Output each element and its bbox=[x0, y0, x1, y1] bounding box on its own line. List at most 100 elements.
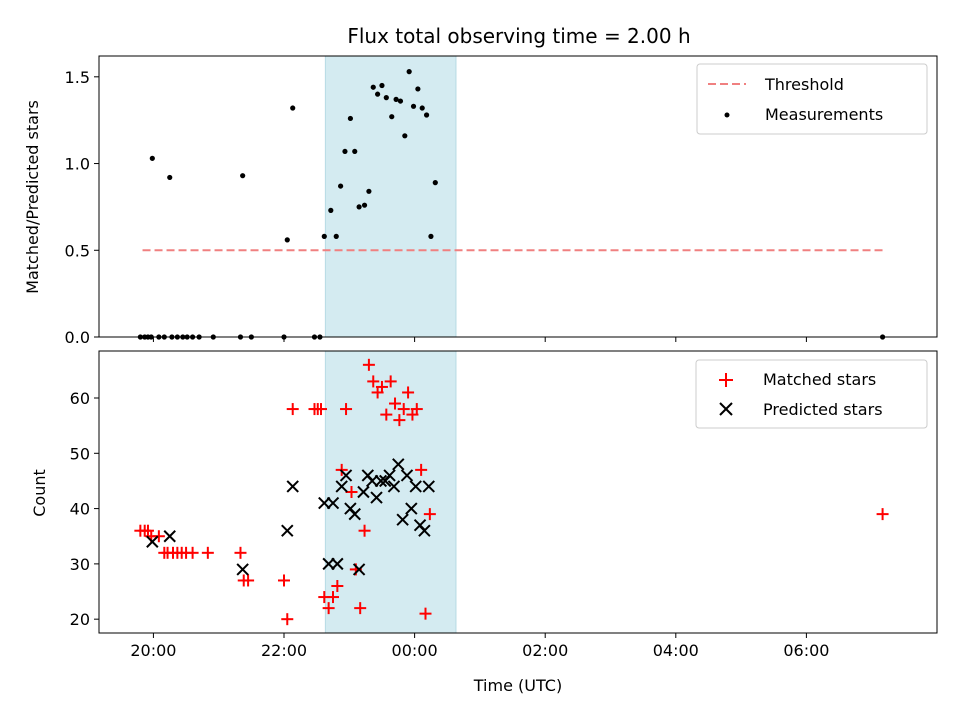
matched-star-point bbox=[340, 403, 353, 416]
measurements-legend-marker bbox=[724, 112, 730, 118]
predicted-star-point bbox=[418, 524, 431, 537]
measurement-point bbox=[370, 84, 376, 90]
matched-star-point bbox=[354, 602, 367, 615]
x-axis-label: Time (UTC) bbox=[473, 676, 562, 695]
x-tick-label: 06:00 bbox=[783, 641, 829, 660]
matched-star-point bbox=[402, 386, 415, 399]
matched-star-point bbox=[278, 574, 291, 587]
matched-star-point bbox=[362, 358, 375, 371]
measurement-point bbox=[383, 95, 389, 101]
measurement-point bbox=[432, 180, 438, 186]
measurement-point bbox=[361, 202, 368, 208]
measurement-point bbox=[321, 233, 327, 239]
bottom-plot-frame bbox=[98, 350, 938, 634]
chart-title: Flux total observing time = 2.00 h bbox=[347, 24, 690, 48]
y-tick-label: 1.0 bbox=[65, 155, 90, 174]
predicted-star-point bbox=[352, 563, 366, 576]
y-tick-label: 1.5 bbox=[65, 68, 90, 87]
matched-star-point bbox=[286, 403, 299, 416]
y-tick-label: 20 bbox=[70, 610, 90, 629]
matched-star-point bbox=[393, 414, 406, 427]
predicted-star-point bbox=[335, 480, 348, 493]
measurement-point bbox=[284, 237, 290, 243]
predicted-star-point bbox=[339, 469, 353, 482]
matched-legend-marker bbox=[719, 373, 733, 387]
top-plot-frame bbox=[98, 55, 938, 338]
matched-star-point bbox=[410, 403, 423, 416]
predicted-star-point bbox=[405, 502, 418, 515]
measurement-point bbox=[342, 148, 348, 155]
bottom-series-layer bbox=[134, 358, 889, 626]
y-tick-label: 0.5 bbox=[65, 241, 90, 260]
predicted-star-point bbox=[422, 480, 435, 493]
measurement-point bbox=[397, 98, 404, 104]
y-tick-label: 40 bbox=[70, 500, 90, 519]
matched-star-point bbox=[415, 463, 428, 476]
predicted-star-point bbox=[236, 563, 249, 576]
y-tick-label: 0.0 bbox=[65, 328, 90, 347]
matched-star-point bbox=[201, 546, 214, 559]
measurement-point bbox=[375, 91, 381, 97]
matched-star-point bbox=[358, 524, 371, 537]
measurement-point bbox=[352, 148, 358, 155]
predicted-star-point bbox=[286, 480, 299, 493]
predicted-star-point bbox=[396, 513, 409, 526]
measurement-point bbox=[393, 96, 399, 102]
observing-window-shade bbox=[324, 350, 457, 634]
bottom-panel: 20 30 40 50 60 20:00 22:00 00:00 02:00 04:00 06:0… bbox=[30, 350, 938, 695]
matched-star-point bbox=[315, 403, 328, 416]
matched-star-point bbox=[423, 508, 436, 521]
top-x-ticks bbox=[152, 337, 807, 342]
measurement-point bbox=[290, 105, 296, 111]
matched-legend-label: Matched stars bbox=[763, 370, 876, 389]
top-legend: Threshold Measurements bbox=[696, 63, 928, 135]
matched-star-point bbox=[281, 613, 294, 626]
y-tick-label: 60 bbox=[70, 389, 90, 408]
measurement-point bbox=[428, 233, 434, 239]
measurement-point bbox=[333, 233, 339, 239]
measurement-point bbox=[347, 115, 353, 122]
matched-star-point bbox=[380, 408, 393, 421]
top-panel: Flux total observing time = 2.00 h 0.0 0.… bbox=[23, 24, 938, 347]
predicted-star-point bbox=[331, 557, 344, 571]
bottom-legend-box bbox=[695, 359, 928, 429]
x-tick-label: 20:00 bbox=[130, 641, 176, 660]
matched-star-point bbox=[419, 607, 432, 620]
matched-star-point bbox=[331, 580, 344, 592]
measurement-point bbox=[240, 173, 246, 179]
predicted-star-point bbox=[348, 507, 361, 521]
matched-star-point bbox=[384, 375, 397, 388]
observing-window-shade bbox=[324, 55, 457, 338]
predicted-legend-label: Predicted stars bbox=[763, 400, 883, 419]
measurement-point bbox=[149, 155, 155, 161]
predicted-star-point bbox=[281, 524, 294, 537]
matched-star-point bbox=[242, 574, 255, 587]
measurement-point bbox=[328, 207, 334, 213]
matched-star-point bbox=[367, 375, 380, 388]
threshold-legend-label: Threshold bbox=[764, 75, 844, 94]
x-tick-label: 04:00 bbox=[653, 641, 699, 660]
top-y-axis-label: Matched/Predicted stars bbox=[23, 100, 42, 294]
measurement-point bbox=[356, 204, 362, 210]
predicted-star-point bbox=[383, 469, 396, 482]
matched-star-point bbox=[234, 546, 247, 559]
measurement-point bbox=[366, 188, 372, 194]
measurement-point bbox=[406, 69, 412, 75]
predicted-star-point bbox=[374, 474, 388, 488]
measurement-point bbox=[167, 174, 173, 181]
matched-star-point bbox=[397, 403, 410, 416]
predicted-star-point bbox=[357, 485, 370, 499]
bottom-y-ticks: 20 30 40 50 60 bbox=[70, 389, 99, 629]
x-tick-label: 00:00 bbox=[392, 641, 438, 660]
measurement-point bbox=[423, 112, 430, 118]
x-tick-label: 22:00 bbox=[261, 641, 307, 660]
predicted-star-point bbox=[392, 458, 405, 471]
top-legend-box bbox=[696, 63, 928, 135]
measurements-legend-label: Measurements bbox=[765, 105, 883, 124]
measurement-point bbox=[402, 133, 408, 139]
y-tick-label: 30 bbox=[70, 555, 90, 574]
predicted-star-point bbox=[409, 480, 422, 493]
matched-star-point bbox=[876, 508, 889, 521]
bottom-x-ticks: 20:00 22:00 00:00 02:00 04:00 06:00 bbox=[130, 633, 829, 660]
